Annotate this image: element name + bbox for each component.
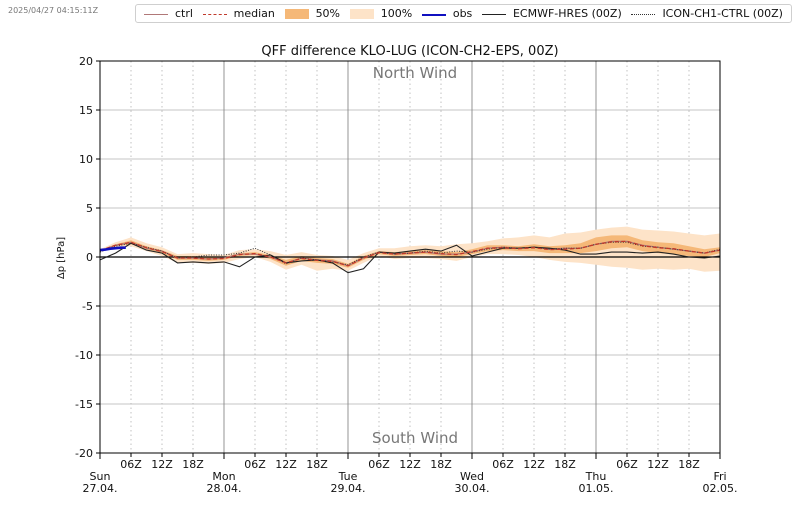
day-date-label: 30.04. <box>455 482 490 495</box>
x-tick-label: 06Z <box>616 458 638 471</box>
day-date-label: 28.04. <box>207 482 242 495</box>
day-date-label: 29.04. <box>331 482 366 495</box>
legend-label: ECMWF-HRES (00Z) <box>512 7 622 20</box>
legend-label: ctrl <box>175 7 193 20</box>
x-tick-label: 06Z <box>368 458 390 471</box>
y-tick-label: 5 <box>86 202 93 215</box>
day-date-label: 27.04. <box>83 482 118 495</box>
legend-label: 50% <box>315 7 341 20</box>
y-tick-label: -10 <box>75 349 93 362</box>
band-100 <box>100 226 720 272</box>
legend-item-100: 100% <box>349 7 413 20</box>
legend-item-ctrl: ctrl <box>144 7 193 20</box>
legend-swatch <box>481 9 506 19</box>
day-name-label: Mon <box>212 470 235 483</box>
x-tick-label: 18Z <box>554 458 576 471</box>
legend-item-median: median <box>202 7 275 20</box>
x-tick-label: 18Z <box>306 458 328 471</box>
x-tick-label: 12Z <box>647 458 669 471</box>
legend-swatch <box>421 9 446 19</box>
y-tick-label: -5 <box>82 300 93 313</box>
series-obs <box>99 246 126 252</box>
y-axis-label: Δp [hPa] <box>56 237 67 279</box>
x-tick-label: 06Z <box>244 458 266 471</box>
series-ecmwf-hres-00z <box>99 242 721 274</box>
legend-label: median <box>233 7 275 20</box>
day-date-label: 01.05. <box>579 482 614 495</box>
y-tick-label: -15 <box>75 398 93 411</box>
day-date-label: 02.05. <box>703 482 738 495</box>
south-wind-annotation: South Wind <box>372 429 458 447</box>
y-tick-label: 0 <box>86 251 93 264</box>
legend: ctrl median 50% 100% obs ECMWF-HRES (00Z) ICON… <box>135 4 792 23</box>
legend-item-icon-ch1-ctrl-00z: ICON-CH1-CTRL (00Z) <box>631 7 783 20</box>
x-tick-label: 06Z <box>120 458 142 471</box>
y-tick-label: 10 <box>79 153 93 166</box>
x-tick-label: 12Z <box>399 458 421 471</box>
day-name-label: Fri <box>713 470 726 483</box>
x-tick-label: 18Z <box>430 458 452 471</box>
x-tick-label: 18Z <box>678 458 700 471</box>
chart-title: QFF difference KLO-LUG (ICON-CH2-EPS, 00… <box>261 44 558 59</box>
legend-label: 100% <box>380 7 413 20</box>
day-name-label: Wed <box>460 470 484 483</box>
legend-item-obs: obs <box>421 7 473 20</box>
timestamp: 2025/04/27 04:15:11Z <box>8 6 99 15</box>
y-tick-label: 15 <box>79 104 93 117</box>
x-tick-label: 12Z <box>275 458 297 471</box>
legend-swatch <box>144 9 168 19</box>
legend-item-ecmwf-hres-00z: ECMWF-HRES (00Z) <box>481 7 622 20</box>
legend-swatch <box>349 8 374 19</box>
legend-swatch <box>284 8 309 19</box>
x-tick-label: 06Z <box>492 458 514 471</box>
legend-label: ICON-CH1-CTRL (00Z) <box>662 7 783 20</box>
x-tick-label: 12Z <box>523 458 545 471</box>
legend-item-50: 50% <box>284 7 341 20</box>
series-median <box>99 240 721 267</box>
day-name-label: Tue <box>338 470 358 483</box>
y-tick-label: 20 <box>79 55 93 68</box>
legend-label: obs <box>452 7 473 20</box>
y-tick-label: -20 <box>75 447 93 460</box>
x-tick-label: 12Z <box>151 458 173 471</box>
day-name-label: Thu <box>585 470 607 483</box>
x-tick-label: 18Z <box>182 458 204 471</box>
north-wind-annotation: North Wind <box>373 64 457 82</box>
day-name-label: Sun <box>90 470 111 483</box>
legend-swatch <box>631 9 656 19</box>
legend-swatch <box>202 9 227 19</box>
